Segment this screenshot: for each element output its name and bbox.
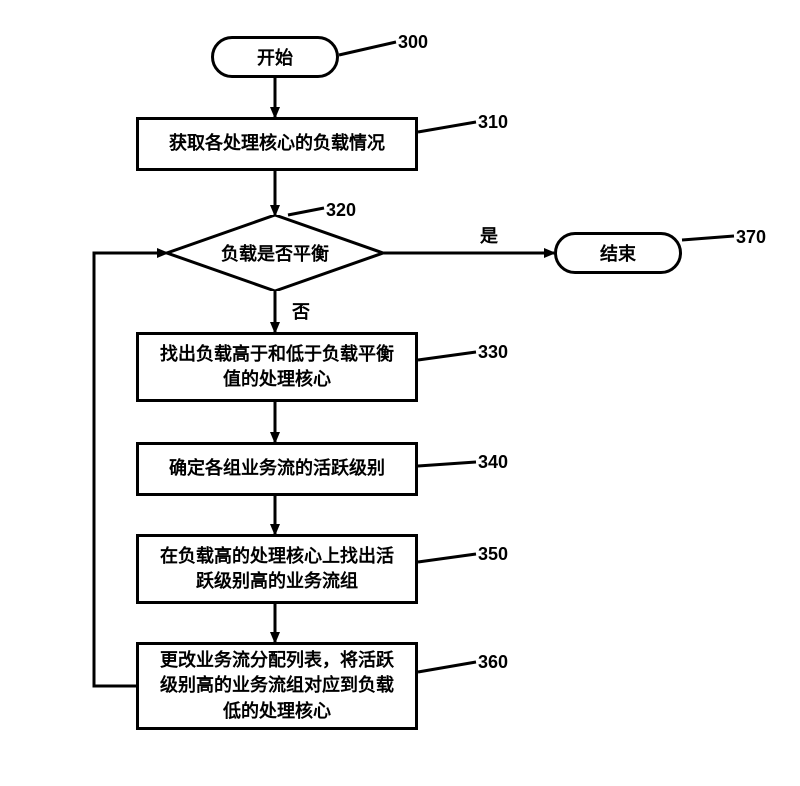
node-p340: 确定各组业务流的活跃级别 bbox=[136, 442, 418, 496]
node-p340-label: 确定各组业务流的活跃级别 bbox=[169, 456, 385, 481]
node-p360-label: 更改业务流分配列表，将活跃级别高的业务流组对应到负载低的处理核心 bbox=[160, 648, 394, 724]
ref-300: 300 bbox=[398, 32, 428, 53]
node-p330: 找出负载高于和低于负载平衡值的处理核心 bbox=[136, 332, 418, 402]
ref-310: 310 bbox=[478, 112, 508, 133]
node-p350: 在负载高的处理核心上找出活跃级别高的业务流组 bbox=[136, 534, 418, 604]
ref-330: 330 bbox=[478, 342, 508, 363]
node-p310: 获取各处理核心的负载情况 bbox=[136, 117, 418, 171]
node-p310-label: 获取各处理核心的负载情况 bbox=[169, 131, 385, 156]
node-start: 开始 bbox=[211, 36, 339, 78]
flowchart-canvas: 开始 结束 获取各处理核心的负载情况 负载是否平衡 找出负载高于和低于负载平衡值… bbox=[0, 0, 800, 786]
node-d320-label: 负载是否平衡 bbox=[221, 240, 329, 266]
ref-350: 350 bbox=[478, 544, 508, 565]
node-end-label: 结束 bbox=[600, 240, 636, 266]
ref-360: 360 bbox=[478, 652, 508, 673]
node-d320: 负载是否平衡 bbox=[167, 215, 383, 291]
node-p330-label: 找出负载高于和低于负载平衡值的处理核心 bbox=[160, 342, 394, 392]
node-end: 结束 bbox=[554, 232, 682, 274]
node-p360: 更改业务流分配列表，将活跃级别高的业务流组对应到负载低的处理核心 bbox=[136, 642, 418, 730]
ref-370: 370 bbox=[736, 227, 766, 248]
edge-label-yes: 是 bbox=[480, 222, 498, 248]
ref-320: 320 bbox=[326, 200, 356, 221]
ref-340: 340 bbox=[478, 452, 508, 473]
edge-label-no: 否 bbox=[292, 298, 310, 324]
node-p350-label: 在负载高的处理核心上找出活跃级别高的业务流组 bbox=[160, 544, 394, 594]
node-start-label: 开始 bbox=[257, 44, 293, 70]
